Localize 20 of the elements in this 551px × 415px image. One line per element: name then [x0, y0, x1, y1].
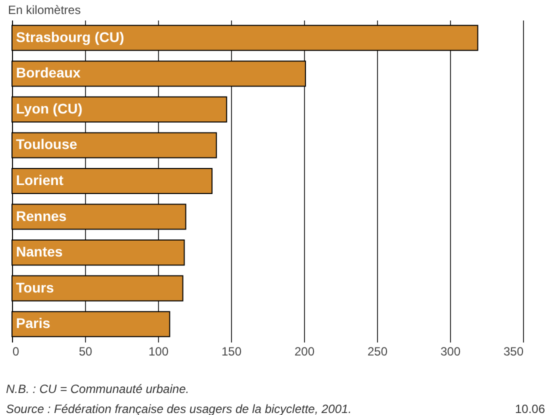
x-tick-label: 0 [12, 344, 20, 358]
y-tick-label: Tours [16, 279, 54, 296]
x-tick-label: 150 [221, 344, 242, 358]
chart-title: En kilomètres [8, 3, 81, 17]
y-tick-label: Lorient [16, 172, 64, 188]
x-tick-label: 200 [294, 344, 315, 358]
x-tick-label: 300 [440, 344, 461, 358]
y-tick-label: Strasbourg (CU) [16, 28, 124, 45]
y-tick-label: Bordeaux [16, 64, 81, 81]
y-tick-label: Rennes [16, 208, 67, 224]
x-tick-label: 350 [503, 344, 524, 358]
x-tick-label: 50 [78, 344, 92, 358]
x-tick-label: 100 [148, 344, 169, 358]
x-tick-label: 250 [367, 344, 388, 358]
y-tick-label: Paris [16, 315, 50, 332]
y-tick-label: Toulouse [16, 136, 78, 152]
y-tick-label: Lyon (CU) [16, 100, 82, 116]
y-tick-label: Nantes [16, 244, 63, 260]
text: 10.06 [514, 402, 545, 415]
text: N.B. : CU = Communauté urbaine. [6, 382, 190, 398]
